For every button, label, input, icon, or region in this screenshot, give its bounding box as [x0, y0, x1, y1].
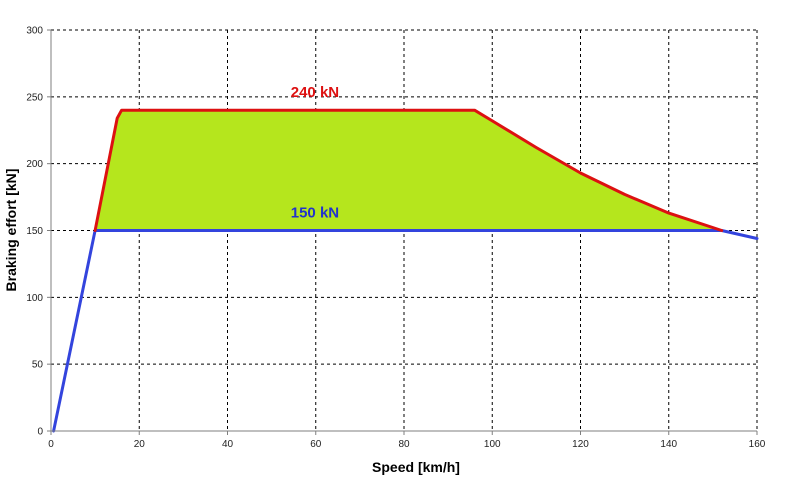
series-line-red [93, 108, 724, 232]
x-tick-label: 120 [572, 439, 589, 450]
x-tick-label: 20 [134, 439, 146, 450]
x-axis-title: Speed [km/h] [372, 459, 460, 475]
y-tick-label: 300 [26, 26, 43, 37]
series-line-blue [52, 229, 759, 433]
x-tick-label: 160 [749, 439, 766, 450]
y-axis-title: Braking effort [kN] [3, 169, 19, 292]
x-tick-label: 60 [310, 439, 322, 450]
series-layer [52, 108, 759, 433]
y-tick-label: 250 [26, 92, 43, 103]
axes [47, 29, 758, 435]
x-tick-label: 40 [222, 439, 234, 450]
annotation-label: 150 kN [291, 205, 339, 222]
y-tick-label: 50 [32, 360, 44, 371]
fill-layer [95, 110, 722, 231]
y-tick-label: 100 [26, 293, 43, 304]
annotation-label: 240 kN [291, 84, 339, 101]
y-tick-label: 0 [37, 427, 43, 438]
annotations: 240 kN 150 kN [291, 84, 339, 221]
x-tick-label: 0 [48, 439, 54, 450]
x-tick-label: 100 [484, 439, 501, 450]
x-tick-label: 80 [398, 439, 410, 450]
tick-labels: 0 20 40 60 80 100 120 140 160 0 50 100 150 200 250 300 [26, 26, 765, 451]
y-tick-label: 200 [26, 159, 43, 170]
y-tick-label: 150 [26, 226, 43, 237]
fill-area [95, 110, 722, 231]
x-tick-label: 140 [660, 439, 677, 450]
